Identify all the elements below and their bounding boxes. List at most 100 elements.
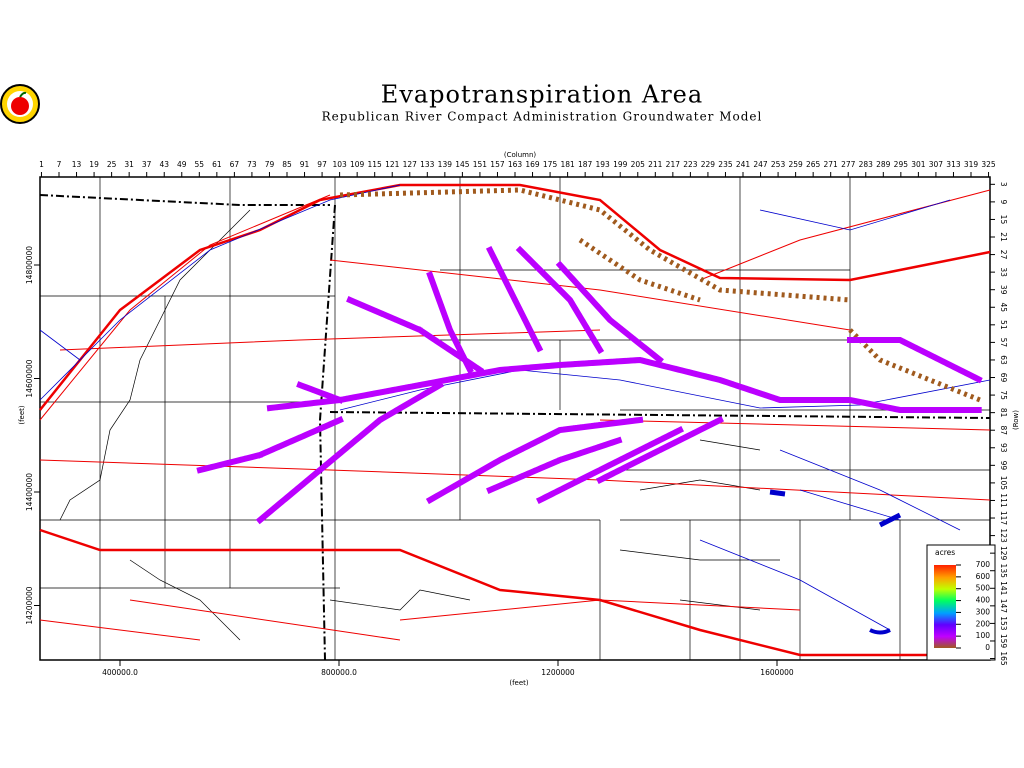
legend-tick-label: 500	[976, 584, 991, 593]
legend: acres	[926, 544, 996, 661]
column-tick-label: 139	[438, 160, 453, 169]
row-tick-label: 135	[999, 564, 1008, 579]
column-tick-label: 103	[332, 160, 347, 169]
column-axis-label: (Column)	[504, 151, 537, 159]
column-tick-label: 91	[300, 160, 310, 169]
column-tick-label: 319	[964, 160, 979, 169]
column-tick-label: 163	[508, 160, 523, 169]
x-tick-label: 800000.0	[321, 668, 357, 677]
row-tick-label: 63	[999, 355, 1008, 365]
x-axis-label: (feet)	[509, 679, 529, 687]
row-tick-label: 129	[999, 546, 1008, 561]
row-tick-label: 111	[999, 493, 1008, 508]
column-tick-label: 169	[525, 160, 540, 169]
column-tick-label: 85	[282, 160, 292, 169]
column-tick-label: 199	[613, 160, 628, 169]
column-tick-label: 313	[946, 160, 961, 169]
row-tick-label: 123	[999, 528, 1008, 543]
column-tick-label: 211	[648, 160, 663, 169]
row-tick-label: 21	[999, 232, 1008, 242]
column-tick-label: 271	[824, 160, 839, 169]
row-tick-label: 117	[999, 511, 1008, 526]
column-tick-label: 49	[177, 160, 187, 169]
column-tick-label: 295	[894, 160, 909, 169]
column-tick-label: 181	[560, 160, 575, 169]
map	[39, 176, 991, 661]
column-tick-label: 7	[57, 160, 62, 169]
column-tick-label: 187	[578, 160, 593, 169]
column-tick-label: 193	[596, 160, 611, 169]
column-tick-label: 241	[736, 160, 751, 169]
column-tick-label: 109	[350, 160, 365, 169]
row-tick-label: 147	[999, 599, 1008, 614]
row-tick-label: 69	[999, 373, 1008, 383]
legend-tick-label: 400	[976, 596, 991, 605]
y-tick-label: 14400000	[25, 473, 34, 511]
y-tick-label: 14600000	[25, 359, 34, 397]
row-axis-label: (Row)	[1012, 410, 1020, 430]
column-tick-label: 115	[368, 160, 383, 169]
column-tick-label: 325	[981, 160, 996, 169]
column-tick-label: 277	[841, 160, 856, 169]
row-tick-label: 3	[999, 182, 1008, 187]
row-tick-label: 15	[999, 215, 1008, 225]
x-tick-label: 1600000	[760, 668, 794, 677]
y-tick-label: 14200000	[25, 586, 34, 624]
x-tick-label: 1200000	[541, 668, 575, 677]
column-tick-label: 55	[195, 160, 205, 169]
row-tick-label: 165	[999, 651, 1008, 666]
column-tick-label: 61	[212, 160, 222, 169]
column-tick-label: 151	[473, 160, 488, 169]
column-tick-label: 217	[666, 160, 681, 169]
legend-tick-label: 300	[976, 607, 991, 616]
row-tick-label: 9	[999, 199, 1008, 204]
column-tick-label: 67	[230, 160, 240, 169]
column-tick-label: 79	[265, 160, 275, 169]
column-tick-label: 97	[317, 160, 327, 169]
row-tick-label: 87	[999, 425, 1008, 435]
column-tick-label: 235	[718, 160, 733, 169]
column-tick-label: 301	[911, 160, 926, 169]
x-tick-label: 400000.0	[102, 668, 138, 677]
row-tick-label: 27	[999, 250, 1008, 260]
row-tick-label: 75	[999, 390, 1008, 400]
column-tick-label: 19	[89, 160, 99, 169]
column-tick-label: 145	[455, 160, 470, 169]
column-tick-label: 283	[859, 160, 874, 169]
row-tick-label: 105	[999, 476, 1008, 491]
row-tick-label: 141	[999, 581, 1008, 596]
logo	[0, 84, 40, 124]
county-lines	[40, 177, 990, 660]
y-tick-label: 14800000	[25, 246, 34, 284]
y-axis-label: (feet)	[18, 405, 26, 425]
column-tick-label: 1	[39, 160, 44, 169]
column-tick-label: 247	[753, 160, 768, 169]
column-tick-label: 37	[142, 160, 152, 169]
legend-tick-label: 100	[976, 631, 991, 640]
column-tick-label: 223	[683, 160, 698, 169]
column-tick-label: 229	[701, 160, 716, 169]
color-bar	[934, 565, 956, 648]
column-tick-label: 253	[771, 160, 786, 169]
row-tick-label: 159	[999, 634, 1008, 649]
legend-title: acres	[935, 548, 955, 557]
legend-tick-label: 0	[985, 643, 990, 652]
rivers	[39, 184, 991, 635]
row-tick-label: 57	[999, 338, 1008, 348]
column-tick-label: 289	[876, 160, 891, 169]
column-tick-label: 121	[385, 160, 400, 169]
column-tick-label: 175	[543, 160, 558, 169]
row-tick-label: 99	[999, 461, 1008, 471]
subtitle: Republican River Compact Administration …	[322, 110, 763, 124]
column-tick-label: 205	[631, 160, 646, 169]
column-tick-label: 13	[72, 160, 82, 169]
column-tick-label: 133	[420, 160, 435, 169]
legend-tick-label: 600	[976, 572, 991, 581]
et-cells	[196, 187, 985, 525]
column-tick-label: 31	[124, 160, 134, 169]
row-tick-label: 33	[999, 267, 1008, 277]
column-tick-label: 25	[107, 160, 117, 169]
column-tick-label: 157	[490, 160, 505, 169]
row-tick-label: 51	[999, 320, 1008, 330]
row-tick-label: 81	[999, 408, 1008, 418]
